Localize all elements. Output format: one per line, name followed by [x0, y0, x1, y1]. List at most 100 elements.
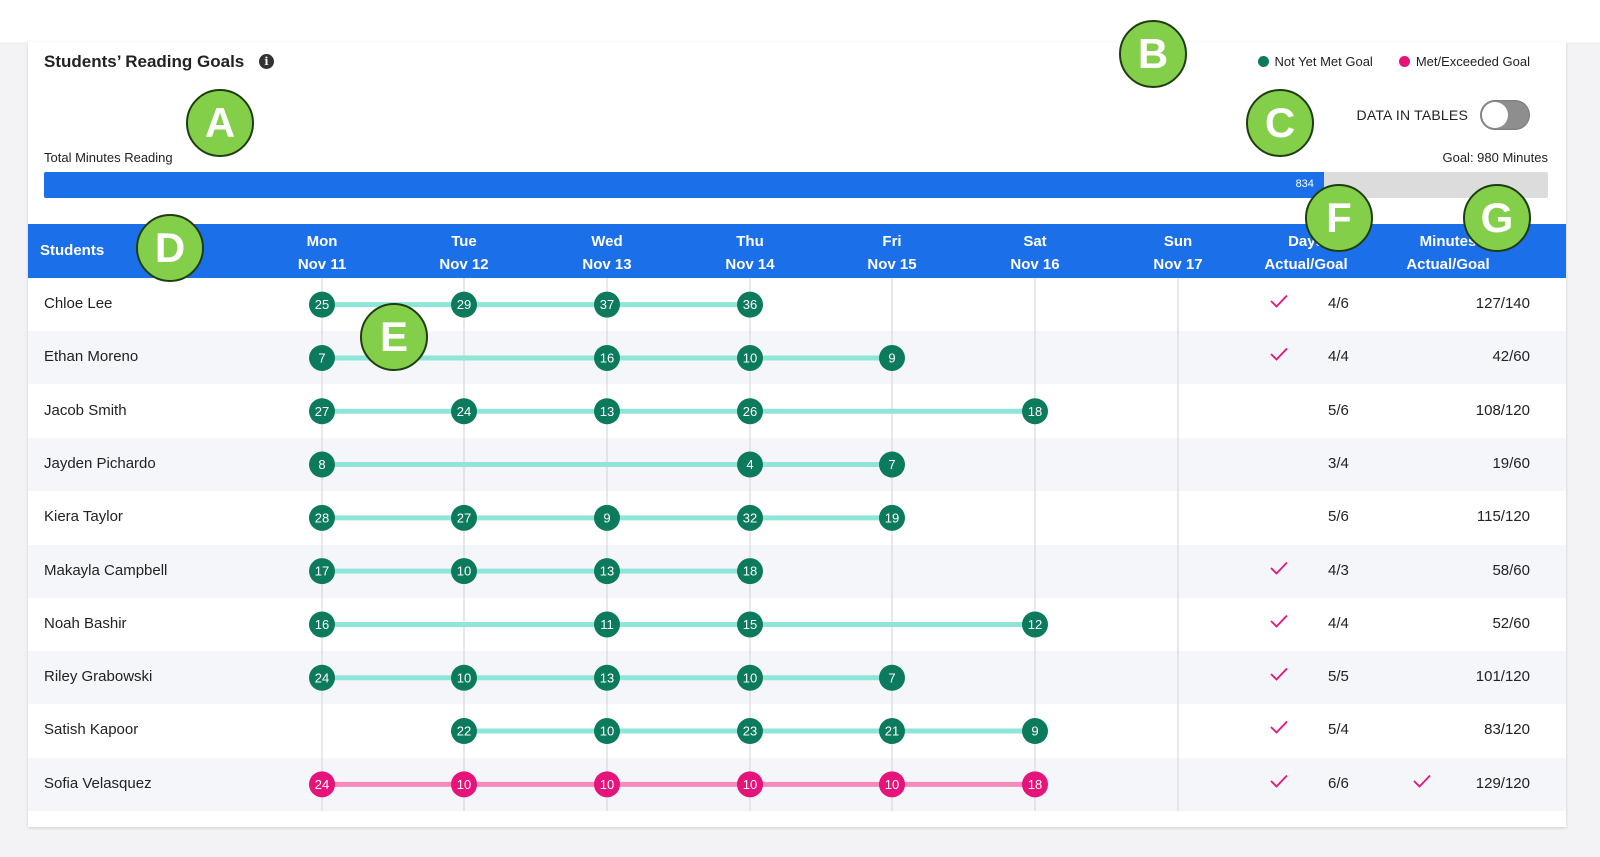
minutes-point	[451, 664, 477, 691]
student-name[interactable]: Jacob Smith	[44, 401, 127, 419]
minutes-label: 24	[315, 777, 329, 792]
table-row: Jacob Smith 5/6 108/120	[28, 385, 1566, 438]
minutes-point	[451, 718, 477, 745]
minutes-label: 24	[315, 670, 329, 685]
toggle-label: DATA IN TABLES	[1356, 107, 1468, 123]
minutes-point	[737, 451, 763, 478]
annotation-badge-e: E	[360, 303, 428, 371]
minutes-point	[309, 451, 335, 478]
student-name[interactable]: Jayden Pichardo	[44, 454, 156, 472]
minutes-point	[1022, 718, 1048, 745]
minutes-label: 12	[1028, 617, 1042, 632]
minutes-point	[309, 344, 335, 371]
student-name[interactable]: Ethan Moreno	[44, 348, 139, 366]
minutes-label: 9	[603, 510, 610, 525]
minutes-point	[879, 664, 905, 691]
days-met-check-icon	[1270, 561, 1288, 575]
student-name[interactable]: Satish Kapoor	[44, 721, 139, 739]
minutes-label: 27	[457, 510, 471, 525]
minutes-point	[737, 664, 763, 691]
minutes-point	[309, 611, 335, 638]
days-actual-goal: 5/6	[1328, 401, 1349, 419]
minutes-label: 10	[457, 564, 471, 579]
annotation-badge-b: B	[1119, 20, 1187, 88]
minutes-label: 18	[743, 564, 757, 579]
minutes-point	[737, 504, 763, 531]
minutes-point	[594, 611, 620, 638]
day-date: Nov 16	[1010, 256, 1060, 273]
day-name: Mon	[306, 233, 338, 250]
minutes-point	[309, 558, 335, 585]
day-date: Nov 13	[582, 256, 632, 273]
minutes-label: 9	[888, 350, 895, 365]
info-icon[interactable]: i	[259, 54, 274, 69]
minutes-label: 24	[457, 404, 471, 419]
minutes-label: 32	[743, 510, 757, 525]
minutes-label: 16	[315, 617, 329, 632]
student-name[interactable]: Sofia Velasquez	[44, 774, 152, 792]
legend: Not Yet Met Goal Met/Exceeded Goal	[1257, 54, 1530, 69]
table-row: Noah Bashir 4/4 52/60	[28, 598, 1566, 651]
minutes-label: 11	[600, 617, 614, 632]
table-row: Satish Kapoor 5/4 83/120	[28, 704, 1566, 757]
minutes-label: 22	[457, 724, 471, 739]
minutes-label: 13	[600, 670, 614, 685]
minutes-label: 19	[885, 510, 899, 525]
annotation-badge-g: G	[1463, 184, 1531, 252]
days-actual-goal: 4/4	[1328, 348, 1349, 366]
student-name[interactable]: Noah Bashir	[44, 614, 127, 632]
minutes-label: 10	[743, 350, 757, 365]
progress-track: 834	[44, 172, 1548, 198]
minutes-point	[451, 398, 477, 425]
minutes-actual-goal: 52/60	[1492, 614, 1530, 632]
minutes-label: 29	[457, 297, 471, 312]
day-column-header-sat: Sat Nov 16	[960, 230, 1110, 276]
minutes-point	[737, 344, 763, 371]
minutes-label: 18	[1028, 404, 1042, 419]
day-name: Sat	[1023, 233, 1047, 250]
minutes-point	[737, 611, 763, 638]
minutes-label: 21	[885, 724, 899, 739]
minutes-point	[737, 771, 763, 798]
minutes-label: 10	[457, 777, 471, 792]
annotation-badge-d: D	[136, 214, 204, 282]
minutes-label: 15	[743, 617, 757, 632]
student-name[interactable]: Chloe Lee	[44, 295, 113, 312]
minutes-point	[309, 664, 335, 691]
data-in-tables-toggle[interactable]	[1480, 100, 1530, 130]
student-name[interactable]: Kiera Taylor	[44, 508, 123, 526]
minutes-point	[309, 291, 335, 318]
met-dot-icon	[1398, 56, 1410, 67]
minutes-point	[451, 504, 477, 531]
day-column-header-thu: Thu Nov 14	[675, 230, 825, 276]
minutes-label: 10	[457, 670, 471, 685]
minutes-point	[879, 344, 905, 371]
minutes-point	[594, 664, 620, 691]
minutes-label: 8	[318, 457, 325, 472]
days-header-line2: Actual/Goal	[1264, 256, 1348, 273]
minutes-point	[1022, 771, 1048, 798]
day-name: Thu	[736, 233, 764, 250]
minutes-met-check-icon	[1413, 774, 1431, 788]
minutes-label: 27	[315, 404, 329, 419]
minutes-label: 16	[600, 350, 614, 365]
legend-item-met: Met/Exceeded Goal	[1398, 54, 1530, 69]
minutes-point	[594, 718, 620, 745]
student-name[interactable]: Makayla Campbell	[44, 561, 168, 579]
minutes-label: 10	[743, 670, 757, 685]
minutes-point	[879, 451, 905, 478]
day-name: Fri	[882, 233, 902, 250]
days-actual-goal: 5/6	[1328, 508, 1349, 526]
days-met-check-icon	[1270, 667, 1288, 681]
minutes-label: 4	[746, 457, 753, 472]
minutes-point	[1022, 398, 1048, 425]
minutes-label: 26	[743, 404, 757, 419]
minutes-point	[737, 398, 763, 425]
minutes-label: 23	[743, 724, 757, 739]
toggle-knob	[1482, 102, 1508, 128]
student-name[interactable]: Riley Grabowski	[44, 668, 153, 686]
minutes-label: 36	[743, 297, 757, 312]
days-met-check-icon	[1270, 721, 1288, 735]
minutes-point	[1022, 611, 1048, 638]
minutes-point	[594, 398, 620, 425]
